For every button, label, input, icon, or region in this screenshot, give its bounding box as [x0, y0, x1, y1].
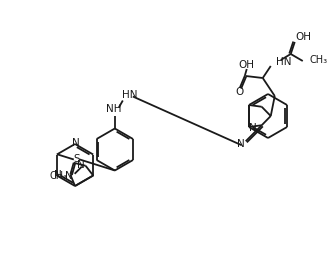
- Text: S: S: [74, 155, 80, 164]
- Text: OH: OH: [296, 32, 312, 42]
- Text: N: N: [54, 170, 62, 181]
- Text: N: N: [77, 160, 85, 170]
- Text: HN: HN: [276, 57, 291, 67]
- Text: N: N: [66, 171, 73, 181]
- Text: N: N: [249, 123, 257, 133]
- Text: CH₃: CH₃: [50, 171, 68, 181]
- Text: N: N: [237, 139, 244, 149]
- Text: CH₃: CH₃: [310, 55, 328, 65]
- Text: N: N: [72, 138, 80, 148]
- Text: NH: NH: [106, 104, 122, 115]
- Text: O: O: [236, 87, 244, 97]
- Text: OH: OH: [239, 60, 255, 70]
- Text: HN: HN: [122, 91, 138, 100]
